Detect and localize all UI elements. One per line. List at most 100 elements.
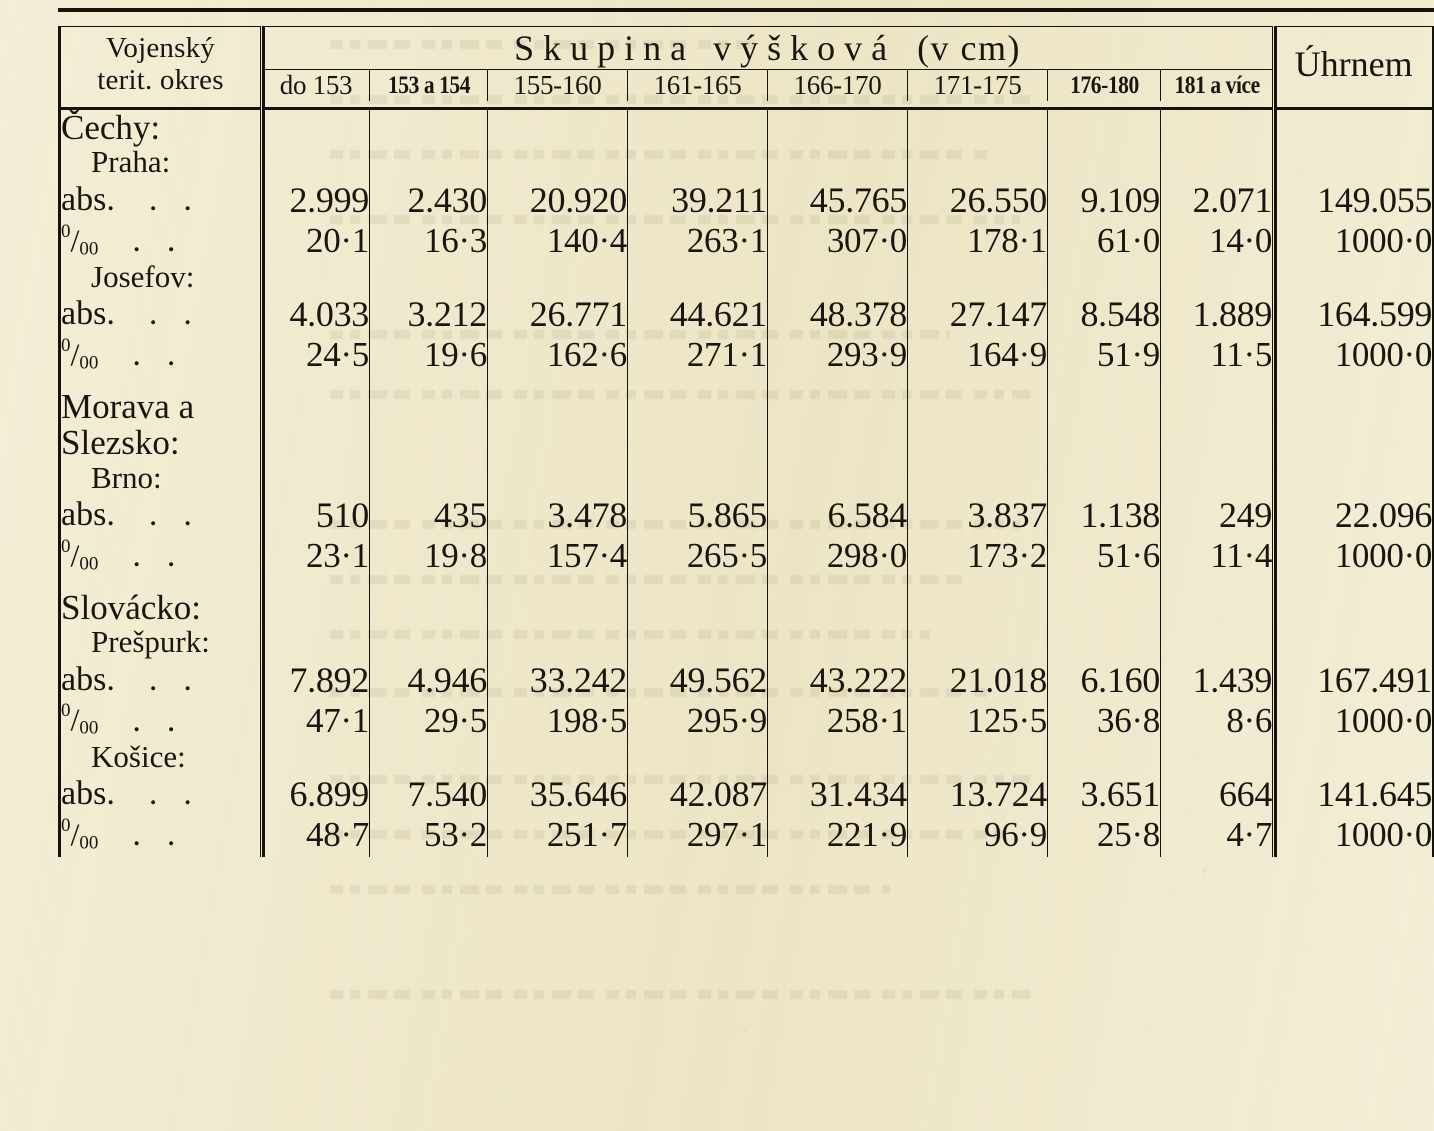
empty-cell [1159, 260, 1274, 293]
empty-cell [260, 425, 370, 462]
stub-header: Vojenský terit. okres [58, 26, 262, 101]
cell-2-1-pm-0: 48·7 [260, 814, 370, 855]
cell-2-0-abs-3: 49.562 [627, 658, 768, 701]
cell-2-1-pm-2: 251·7 [487, 814, 628, 855]
cell-2-0-abs-5: 21.018 [907, 658, 1048, 701]
cell-2-0-pm-4: 258·1 [767, 700, 908, 741]
cell-2-1-abs-total: 141.645 [1272, 772, 1434, 815]
empty-cell [907, 589, 1048, 627]
cell-2-0-abs-6: 6.160 [1047, 658, 1161, 701]
cell-2-0-pm-6: 36·8 [1047, 700, 1161, 741]
cell-0-1-pm-2: 162·6 [487, 334, 628, 375]
section-1-label: Morava a [58, 388, 262, 426]
cell-2-1-abs-0: 6.899 [260, 772, 370, 815]
empty-cell [1047, 146, 1161, 179]
table-row: abs... 2.999 2.430 20.920 39.211 45.765 26.550… [58, 178, 1434, 221]
row-stub-pm: 0/00.. [58, 700, 262, 741]
leader-dots: .. [148, 774, 218, 812]
empty-cell [1272, 575, 1434, 590]
empty-cell [907, 425, 1048, 462]
empty-cell [260, 108, 370, 147]
permille-slash: / [70, 335, 80, 372]
cell-0-0-abs-3: 39.211 [627, 178, 768, 221]
cell-2-1-abs-3: 42.087 [627, 772, 768, 815]
empty-cell [260, 854, 370, 857]
district-0-0: Praha: [58, 146, 1434, 179]
cell-0-0-abs-2: 20.920 [487, 178, 628, 221]
column-header-3: 161-165 [627, 69, 768, 101]
cell-2-0-pm-7: 8·6 [1159, 700, 1274, 741]
table-row: abs... 510 435 3.478 5.865 6.584 3.837 1.138 249… [58, 493, 1434, 536]
column-header-6: 176-180 [1054, 69, 1153, 101]
section-0-label: Čechy: [58, 108, 262, 147]
leader-dots: .. [148, 180, 218, 218]
empty-cell [1159, 589, 1274, 627]
empty-cell [907, 854, 1048, 857]
empty-cell [487, 854, 628, 857]
empty-cell [627, 589, 768, 627]
empty-cell [627, 108, 768, 147]
column-header-0: do 153 [260, 69, 370, 101]
empty-cell [369, 589, 488, 627]
cell-1-0-pm-6: 51·6 [1047, 535, 1161, 576]
section-1: Morava a [58, 388, 1434, 426]
cell-2-1-pm-1: 53·2 [369, 814, 488, 855]
empty-cell [260, 374, 370, 389]
cell-0-0-pm-1: 16·3 [369, 220, 488, 261]
column-header-5: 171-175 [907, 69, 1048, 101]
height-distribution-table: Vojenský terit. okres Skupina výšková (v… [58, 26, 1434, 857]
empty-cell [627, 388, 768, 426]
row-label-permille: 0/00 [61, 701, 98, 738]
permille-slash: / [70, 537, 80, 573]
row-label-permille: 0/00 [61, 222, 98, 259]
cell-1-0-abs-0: 510 [260, 493, 370, 536]
district-2-1-label: Košice: [58, 740, 262, 773]
empty-cell [58, 854, 262, 857]
cell-0-1-pm-3: 271·1 [627, 334, 768, 375]
cell-0-1-abs-6: 8.548 [1047, 292, 1161, 335]
table-row: 0/00.. 20·1 16·3 140·4 263·1 307·0 178·1 61·0 14… [58, 220, 1434, 261]
row-label-abs: abs. [61, 660, 115, 698]
total-header: Úhrnem [1272, 26, 1434, 101]
empty-cell [260, 740, 370, 773]
cell-2-0-abs-1: 4.946 [369, 658, 488, 701]
empty-cell [907, 626, 1048, 659]
leader-dots: .. [148, 660, 218, 698]
empty-cell [627, 740, 768, 773]
leader-dots: .. [132, 701, 202, 739]
leader-dots: .. [148, 294, 218, 332]
cell-1-0-pm-0: 23·1 [260, 535, 370, 576]
table-row: abs... 4.033 3.212 26.771 44.621 48.378 27.147… [58, 292, 1434, 335]
table-header: Vojenský terit. okres Skupina výšková (v… [58, 26, 1434, 110]
empty-cell [1159, 575, 1274, 590]
empty-cell [1159, 374, 1274, 389]
cell-0-1-abs-5: 27.147 [907, 292, 1048, 335]
row-stub-abs: abs... [58, 772, 262, 815]
section-0: Čechy: [58, 108, 1434, 147]
cell-1-0-pm-5: 173·2 [907, 535, 1048, 576]
empty-cell [767, 854, 908, 857]
cell-0-1-pm-0: 24·5 [260, 334, 370, 375]
empty-cell [1159, 461, 1274, 494]
statistical-table-container: Vojenský terit. okres Skupina výšková (v… [58, 26, 1434, 857]
row-stub-abs: abs... [58, 292, 262, 335]
row-stub-pm: 0/00.. [58, 814, 262, 855]
cell-0-1-abs-7: 1.889 [1159, 292, 1274, 335]
cell-0-0-pm-0: 20·1 [260, 220, 370, 261]
cell-0-1-pm-5: 164·9 [907, 334, 1048, 375]
cell-1-0-pm-2: 157·4 [487, 535, 628, 576]
permille-slash: / [70, 221, 80, 258]
empty-cell [369, 425, 488, 462]
section-1-line2-label: Slezsko: [58, 424, 262, 462]
empty-cell [907, 374, 1048, 389]
cell-0-0-pm-7: 14·0 [1159, 220, 1274, 261]
cell-0-1-pm-6: 51·9 [1047, 334, 1161, 375]
empty-cell [369, 461, 488, 494]
cell-0-0-abs-7: 2.071 [1159, 178, 1274, 221]
empty-cell [767, 260, 908, 293]
cell-0-1-abs-1: 3.212 [369, 292, 488, 335]
empty-cell [369, 575, 488, 590]
header-row-columns: do 153 153 a 154 155-160 161-165 166-170… [60, 69, 1434, 101]
table-row: abs... 6.899 7.540 35.646 42.087 31.434 13.724… [58, 772, 1434, 815]
empty-cell [627, 461, 768, 494]
